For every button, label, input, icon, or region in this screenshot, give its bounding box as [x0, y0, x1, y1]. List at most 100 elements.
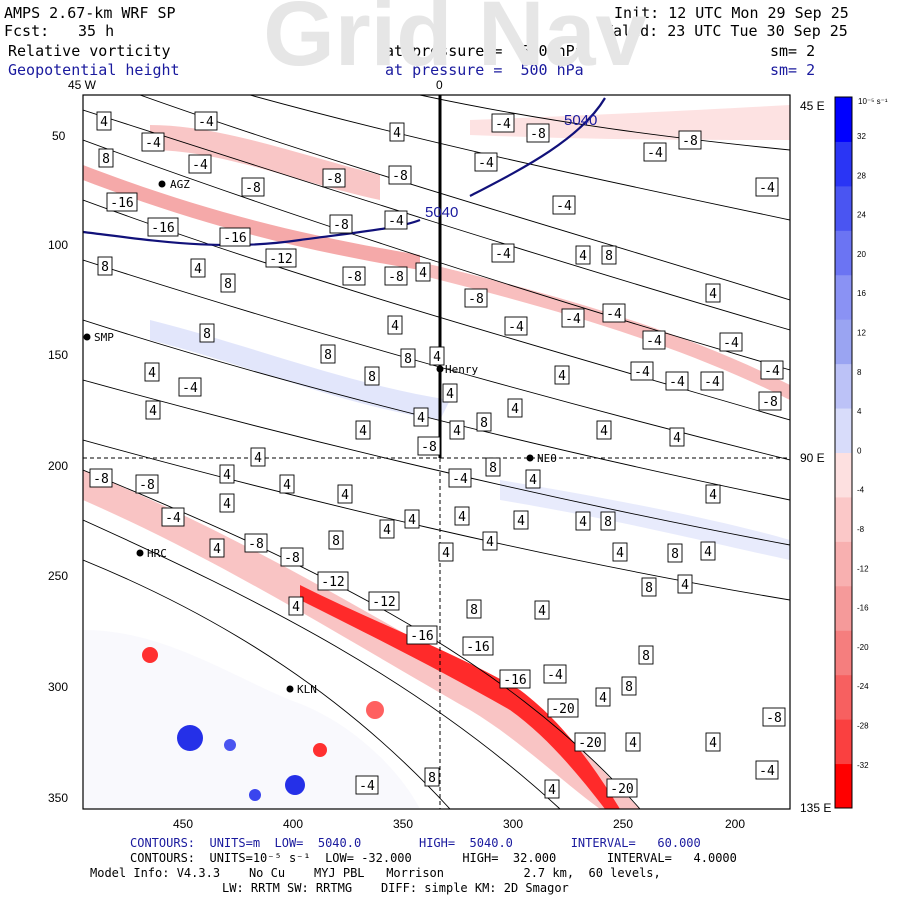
colorbar-tick-label: -20: [857, 643, 869, 652]
axis-labels: 45 W 0 45 E 90 E 135 E 50 100 150 200 25…: [48, 78, 831, 831]
station-markers: AGZ SMP Henry NEO HRC KLN: [83, 178, 557, 696]
right-label-90e: 90 E: [800, 451, 825, 465]
contour-label-box: [219, 493, 235, 513]
contour-label-box: [638, 645, 654, 665]
contour-label-value: 8: [203, 327, 211, 342]
contour-label-box: [474, 152, 498, 172]
contour-label-box: [404, 509, 420, 529]
colorbar-tick-label: -16: [857, 604, 869, 613]
contour-label-value: -16: [466, 640, 489, 655]
contour-label-box: [135, 474, 159, 494]
x-tick: 200: [725, 817, 745, 831]
contour-label-box: [630, 361, 654, 381]
colorbar-tick-label: 12: [857, 329, 866, 338]
colorbar-segment: [835, 719, 852, 765]
contour-label-box: [288, 596, 304, 616]
contour-label-box: [544, 779, 560, 799]
contour-label-value: -12: [269, 252, 292, 267]
station-dot: [136, 549, 144, 557]
footer-physics-info: LW: RRTM SW: RRTMG DIFF: simple KM: 2D S…: [222, 881, 569, 895]
contour-label-box: [574, 732, 606, 752]
contour-label-value: -8: [346, 270, 362, 285]
contour-label-value: -12: [321, 575, 344, 590]
y-tick: 300: [48, 680, 68, 694]
contour-label-box: [755, 760, 779, 780]
contour-label-value: 4: [579, 515, 587, 530]
contour-label-box: [188, 154, 212, 174]
contour-label-value: 8: [428, 771, 436, 786]
station-dot: [436, 365, 444, 373]
contour-label-box: [466, 599, 482, 619]
contour-label-box: [389, 122, 405, 142]
contour-label-value: -4: [556, 199, 572, 214]
contour-label-value: -4: [759, 764, 775, 779]
contour-label-value: -4: [192, 158, 208, 173]
colorbar-units: 10⁻⁵ s⁻¹: [858, 97, 888, 106]
contour-label-value: 4: [599, 691, 607, 706]
contour-label-value: 8: [642, 649, 650, 664]
contour-label-value: 8: [404, 352, 412, 367]
contour-label-value: -16: [503, 673, 526, 688]
x-tick: 350: [393, 817, 413, 831]
height-label-1: 5040: [425, 204, 458, 221]
contour-label-box: [612, 542, 628, 562]
footer-height-contours: CONTOURS: UNITS=m LOW= 5040.0 HIGH= 5040…: [130, 836, 701, 850]
contour-label-value: 4: [600, 424, 608, 439]
contour-label-box: [388, 165, 412, 185]
contour-label-value: 8: [605, 249, 613, 264]
contour-label-box: [244, 533, 268, 553]
contour-label-value: -4: [547, 668, 563, 683]
contour-label-value: 4: [433, 350, 441, 365]
contour-label-value: -4: [145, 136, 161, 151]
x-tick: 250: [613, 817, 633, 831]
colorbar-tick-label: 20: [857, 250, 866, 259]
contour-label-box: [415, 262, 431, 282]
contour-label-box: [669, 427, 685, 447]
contour-label-box: [600, 511, 616, 531]
valid-time: Valid: 23 UTC Tue 30 Sep 25: [604, 22, 848, 40]
plot-frame: [82, 94, 791, 810]
contour-label-box: [547, 698, 579, 718]
contour-label-box: [320, 344, 336, 364]
contour-label-value: -4: [647, 146, 663, 161]
contour-label-box: [476, 412, 492, 432]
station-smp: SMP: [94, 331, 114, 344]
contour-label-value: -8: [421, 440, 437, 455]
contour-label-box: [219, 227, 251, 247]
pressure-level-1: at pressure = 500 hPa: [385, 42, 584, 60]
colorbar-tick-label: 28: [857, 171, 866, 180]
contour-label-box: [194, 111, 218, 131]
colorbar-frame: [834, 96, 853, 809]
contour-label-box: [355, 775, 379, 795]
contour-label-box: [700, 371, 724, 391]
contour-label-box: [438, 542, 454, 562]
contour-label-box: [561, 308, 585, 328]
contour-label-value: -20: [551, 702, 574, 717]
contour-label-box: [355, 420, 371, 440]
contour-label-box: [178, 377, 202, 397]
contour-label-box: [602, 303, 626, 323]
colorbar-segment: [835, 585, 852, 631]
contour-label-box: [322, 168, 346, 188]
field-height-label: Geopotential height: [8, 61, 180, 79]
contour-label-box: [147, 217, 179, 237]
contour-label-box: [209, 538, 225, 558]
contour-label-box: [400, 348, 416, 368]
contour-label-value: -8: [766, 711, 782, 726]
contour-label-box: [491, 113, 515, 133]
contour-label-box: [705, 732, 721, 752]
station-neo: NEO: [537, 452, 557, 465]
contour-label-box: [190, 258, 206, 278]
contour-label-value: 4: [359, 424, 367, 439]
contour-label-box: [106, 192, 138, 212]
station-kln: KLN: [297, 683, 317, 696]
contour-label-value: -20: [610, 782, 633, 797]
contour-label-value: 4: [538, 604, 546, 619]
x-tick: 300: [503, 817, 523, 831]
contour-label-value: -4: [606, 307, 622, 322]
colorbar-tick-label: -12: [857, 564, 869, 573]
contour-label-value: -4: [478, 156, 494, 171]
contour-label-value: -4: [565, 312, 581, 327]
colorbar-tick-label: 0: [857, 446, 862, 455]
contour-label-box: [575, 245, 591, 265]
